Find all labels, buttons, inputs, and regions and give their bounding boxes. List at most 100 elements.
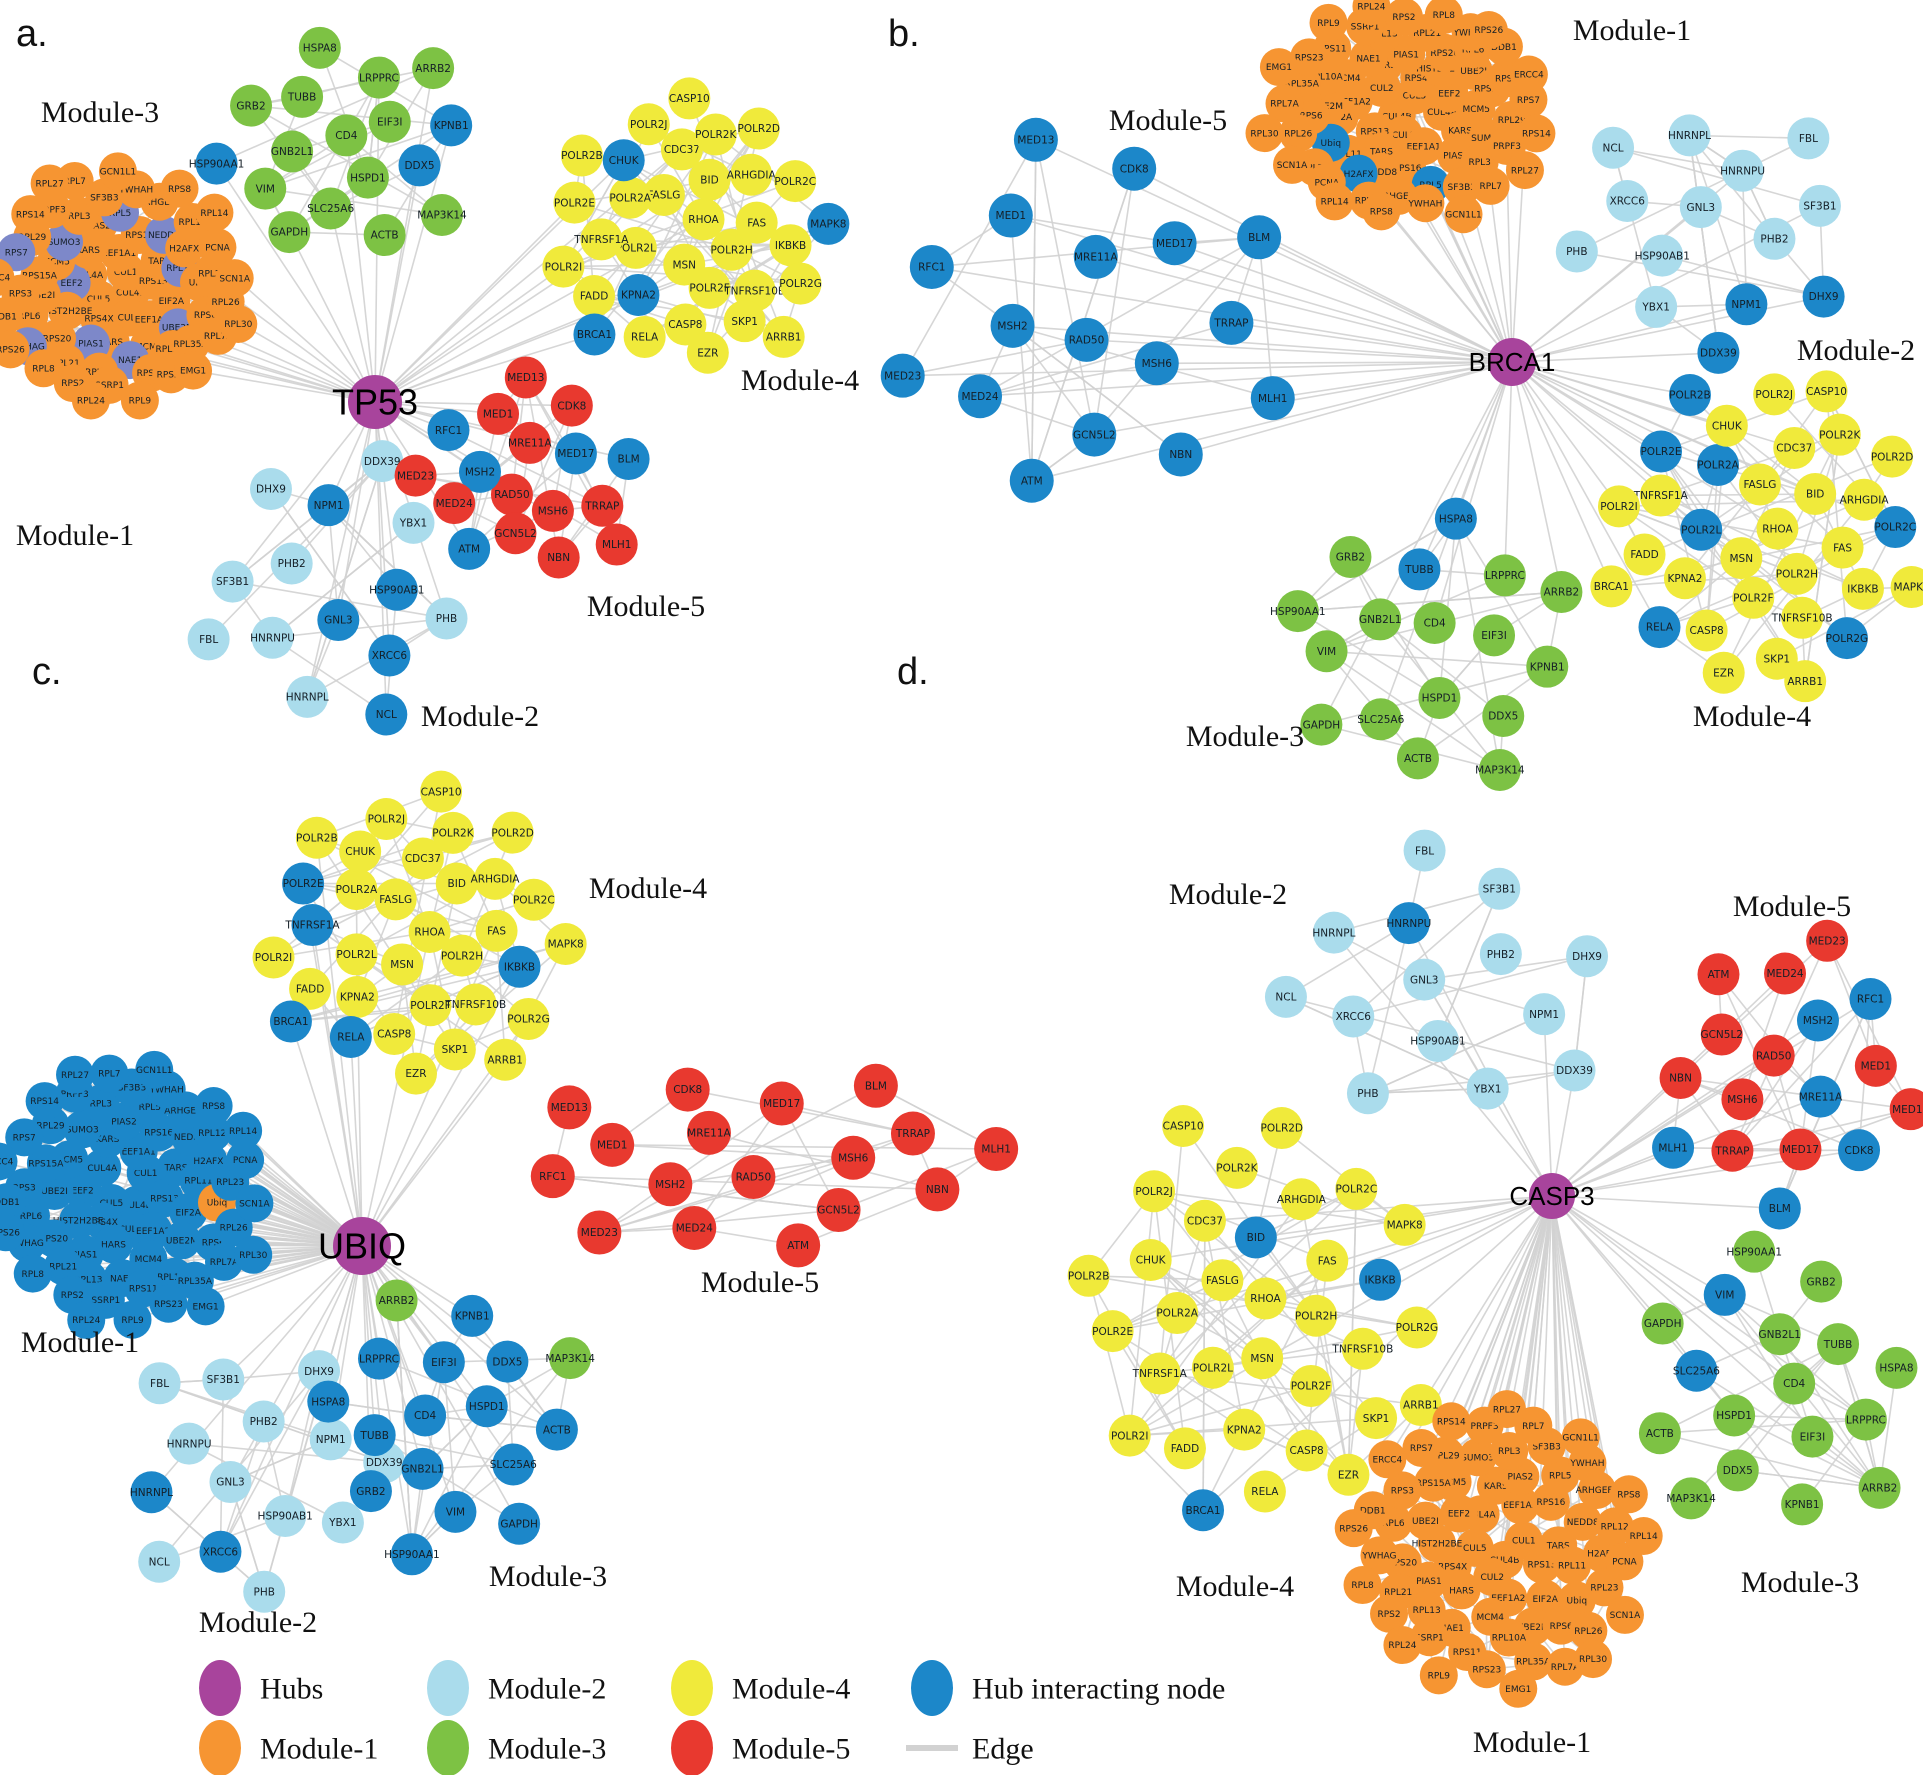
node-PCNA[interactable]: PCNA xyxy=(226,1140,265,1179)
node-RPS23[interactable]: RPS23 xyxy=(1290,38,1329,77)
node-RPL24[interactable]: RPL24 xyxy=(1352,0,1391,26)
node-ACTB[interactable]: ACTB xyxy=(535,1408,578,1451)
node-SKP1[interactable]: SKP1 xyxy=(1355,1397,1398,1440)
node-POLR2G[interactable]: POLR2G xyxy=(779,262,822,305)
node-POLR2I[interactable]: POLR2I xyxy=(1597,485,1640,528)
node-DDX39[interactable]: DDX39 xyxy=(1553,1049,1596,1092)
node-ARRB1[interactable]: ARRB1 xyxy=(1399,1384,1442,1427)
node-RPL7A[interactable]: RPL7A xyxy=(204,1242,243,1281)
node-FAS[interactable]: FAS xyxy=(735,201,778,244)
node-DDX5[interactable]: DDX5 xyxy=(1482,695,1525,738)
node-CDK8[interactable]: CDK8 xyxy=(665,1067,710,1112)
node-POLR2C[interactable]: POLR2C xyxy=(1335,1167,1378,1210)
node-CDC37[interactable]: CDC37 xyxy=(401,837,444,880)
node-NBN[interactable]: NBN xyxy=(1158,432,1203,477)
node-NBN[interactable]: NBN xyxy=(915,1167,960,1212)
node-SKP1[interactable]: SKP1 xyxy=(1755,637,1798,680)
node-MRE11A[interactable]: MRE11A xyxy=(686,1110,732,1155)
node-RPL14[interactable]: RPL14 xyxy=(195,193,234,232)
node-HNRNPL[interactable]: HNRNPL xyxy=(286,675,329,718)
node-RFC1[interactable]: RFC1 xyxy=(530,1154,575,1199)
node-HNRNPL[interactable]: HNRNPL xyxy=(1668,114,1711,157)
node-POLR2G[interactable]: POLR2G xyxy=(1396,1306,1439,1349)
node-EZR[interactable]: EZR xyxy=(1702,651,1745,694)
node-POLR2L[interactable]: POLR2L xyxy=(614,226,657,269)
node-YBX1[interactable]: YBX1 xyxy=(392,501,435,544)
node-TNFRSF1A[interactable]: TNFRSF1A xyxy=(284,904,340,947)
node-POLR2B[interactable]: POLR2B xyxy=(1067,1254,1110,1297)
node-RPL14[interactable]: RPL14 xyxy=(1624,1516,1663,1555)
node-CASP8[interactable]: CASP8 xyxy=(1685,609,1728,652)
node-RPS7[interactable]: RPS7 xyxy=(0,233,36,272)
node-RPL30[interactable]: RPL30 xyxy=(234,1235,273,1274)
node-RPS14[interactable]: RPS14 xyxy=(11,195,50,234)
node-GCN1L1[interactable]: GCN1L1 xyxy=(98,152,137,191)
node-HNRNPU[interactable]: HNRNPU xyxy=(1720,149,1765,192)
node-RPS14[interactable]: RPS14 xyxy=(1517,114,1556,153)
node-GNL3[interactable]: GNL3 xyxy=(1679,186,1722,229)
node-MAPK8[interactable]: MAPK8 xyxy=(1890,566,1923,609)
node-GCN5L2[interactable]: GCN5L2 xyxy=(1072,412,1117,457)
node-RPS2[interactable]: RPS2 xyxy=(1370,1594,1409,1633)
node-GCN5L2[interactable]: GCN5L2 xyxy=(1700,1013,1743,1056)
node-POLR2K[interactable]: POLR2K xyxy=(1215,1146,1259,1189)
node-MED17[interactable]: MED17 xyxy=(759,1081,804,1126)
node-CASP10[interactable]: CASP10 xyxy=(1805,370,1848,413)
node-ARRB1[interactable]: ARRB1 xyxy=(762,315,805,358)
node-MED17[interactable]: MED17 xyxy=(1152,221,1197,266)
node-RPS26[interactable]: RPS26 xyxy=(0,1213,25,1252)
node-ERCC4[interactable]: ERCC4 xyxy=(1509,55,1548,94)
node-NEDD8[interactable]: NEDD8 xyxy=(1563,1502,1602,1541)
node-KPNA2[interactable]: KPNA2 xyxy=(617,273,660,316)
node-MRE11A[interactable]: MRE11A xyxy=(508,421,552,464)
node-EZR[interactable]: EZR xyxy=(1327,1453,1370,1496)
node-DDX39[interactable]: DDX39 xyxy=(1697,331,1740,374)
node-SLC25A6[interactable]: SLC25A6 xyxy=(1673,1349,1720,1392)
node-HSP90AA1[interactable]: HSP90AA1 xyxy=(1726,1230,1782,1273)
node-POLR2J[interactable]: POLR2J xyxy=(627,103,670,146)
node-GCN1L1[interactable]: GCN1L1 xyxy=(1444,195,1483,234)
node-XRCC6[interactable]: XRCC6 xyxy=(199,1530,242,1573)
node-TUBB[interactable]: TUBB xyxy=(1398,548,1441,591)
hub-CASP3[interactable]: CASP3 xyxy=(1509,1173,1595,1219)
node-POLR2D[interactable]: POLR2D xyxy=(1261,1107,1304,1150)
node-RPL27[interactable]: RPL27 xyxy=(30,164,69,203)
node-POLR2K[interactable]: POLR2K xyxy=(1818,413,1862,456)
node-RPL13[interactable]: RPL13 xyxy=(1407,1590,1446,1629)
node-ARRB1[interactable]: ARRB1 xyxy=(1784,660,1827,703)
node-DHX9[interactable]: DHX9 xyxy=(249,468,292,511)
node-RAD50[interactable]: RAD50 xyxy=(490,473,533,516)
node-SUMO3[interactable]: SUMO3 xyxy=(1458,1438,1497,1477)
node-YBX1[interactable]: YBX1 xyxy=(1466,1067,1509,1110)
node-POLR2G[interactable]: POLR2G xyxy=(507,997,550,1040)
node-TNFRSF10B[interactable]: TNFRSF10B xyxy=(1771,596,1833,639)
node-BRCA1[interactable]: BRCA1 xyxy=(269,1000,312,1043)
node-EIF3I[interactable]: EIF3I xyxy=(1791,1415,1834,1458)
node-CHUK[interactable]: CHUK xyxy=(1705,404,1748,447)
node-MED1[interactable]: MED1 xyxy=(1854,1044,1897,1087)
node-HNRNPU[interactable]: HNRNPU xyxy=(1386,902,1431,945)
node-TNFRSF1A[interactable]: TNFRSF1A xyxy=(1132,1352,1188,1395)
node-SKP1[interactable]: SKP1 xyxy=(723,300,766,343)
node-POLR2I[interactable]: POLR2I xyxy=(1108,1414,1151,1457)
node-MED13[interactable]: MED13 xyxy=(1889,1088,1923,1131)
node-HNRNPL[interactable]: HNRNPL xyxy=(1312,911,1356,954)
node-MSH6[interactable]: MSH6 xyxy=(831,1135,876,1180)
node-RPL24[interactable]: RPL24 xyxy=(67,1300,106,1339)
node-DDX5[interactable]: DDX5 xyxy=(1716,1449,1759,1492)
node-POLR2F[interactable]: POLR2F xyxy=(1732,576,1775,619)
node-CDK8[interactable]: CDK8 xyxy=(1838,1129,1881,1172)
node-EEF2[interactable]: EEF2 xyxy=(63,1171,102,1210)
node-POLR2C[interactable]: POLR2C xyxy=(1874,506,1917,549)
node-POLR2A[interactable]: POLR2A xyxy=(1697,444,1740,487)
node-NCL[interactable]: NCL xyxy=(138,1540,181,1583)
node-SCN1A[interactable]: SCN1A xyxy=(1273,145,1312,184)
node-HSP90AB1[interactable]: HSP90AB1 xyxy=(369,568,424,611)
node-TNFRSF1A[interactable]: TNFRSF1A xyxy=(1633,474,1689,517)
node-EMG1[interactable]: EMG1 xyxy=(1499,1669,1538,1708)
node-ATM[interactable]: ATM xyxy=(776,1223,821,1268)
node-DHX9[interactable]: DHX9 xyxy=(1566,935,1609,978)
node-RPS26[interactable]: RPS26 xyxy=(0,330,30,369)
node-NPM1[interactable]: NPM1 xyxy=(1523,993,1566,1036)
node-POLR2H[interactable]: POLR2H xyxy=(1776,552,1818,595)
